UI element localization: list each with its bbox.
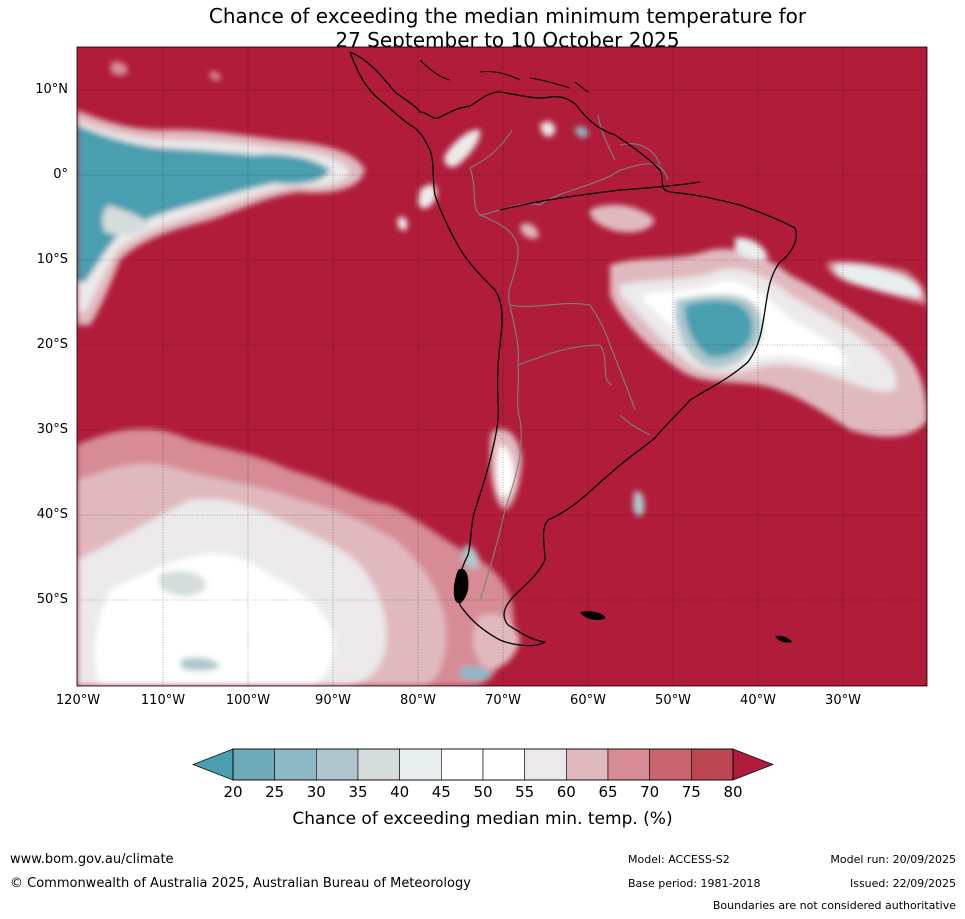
colorbar-tick: 75	[681, 783, 701, 801]
colorbar-tick: 25	[265, 783, 285, 801]
colorbar-segment	[524, 748, 567, 781]
falkland-islands	[580, 611, 606, 620]
south-pacific-anomaly-region	[77, 428, 520, 686]
lat-label-50s: 50°S	[36, 592, 68, 607]
colorbar-tick: 80	[723, 783, 743, 801]
small-anomaly-features	[110, 61, 655, 570]
lon-label-50w: 50°W	[655, 693, 691, 708]
colorbar	[192, 748, 774, 781]
colorbar-segment	[274, 748, 317, 781]
colorbar-tick: 55	[515, 783, 535, 801]
coastline	[349, 51, 797, 647]
brazil-atlantic-anomaly-region	[610, 237, 927, 437]
colorbar-low-arrow	[192, 748, 234, 781]
colorbar-segment	[441, 748, 484, 781]
colorbar-tick: 30	[306, 783, 326, 801]
copyright-notice: © Commonwealth of Australia 2025, Austra…	[10, 876, 471, 891]
lat-label-20s: 20°S	[36, 337, 68, 352]
lon-label-40w: 40°W	[740, 693, 776, 708]
lon-label-60w: 60°W	[570, 693, 606, 708]
colorbar-segment	[399, 748, 442, 781]
base-period: Base period: 1981-2018	[628, 877, 761, 890]
south-georgia-island	[775, 635, 792, 643]
colorbar-segment	[649, 748, 692, 781]
chile-archipelago	[453, 568, 469, 604]
colorbar-segment	[691, 748, 734, 781]
colorbar-tick: 20	[223, 783, 243, 801]
country-borders	[469, 114, 669, 601]
colorbar-segment	[607, 748, 650, 781]
boundaries-disclaimer: Boundaries are not considered authoritat…	[712, 899, 956, 912]
lat-label-10n: 10°N	[35, 82, 68, 97]
colorbar-segment	[232, 748, 275, 781]
colorbar-tick: 60	[556, 783, 576, 801]
issued-date: Issued: 22/09/2025	[849, 877, 956, 890]
colorbar-tick: 50	[473, 783, 493, 801]
website-link[interactable]: www.bom.gov.au/climate	[10, 852, 174, 867]
colorbar-tick: 65	[598, 783, 618, 801]
map-border	[76, 46, 928, 687]
model-run-date: Model run: 20/09/2025	[830, 853, 956, 866]
colorbar-tick: 70	[640, 783, 660, 801]
colorbar-segment	[357, 748, 400, 781]
lat-label-30s: 30°S	[36, 422, 68, 437]
map-frame	[77, 47, 927, 686]
colorbar-segments	[232, 748, 734, 781]
map-title-line1: Chance of exceeding the median minimum t…	[208, 4, 807, 28]
equatorial-pacific-anomaly-region	[77, 110, 365, 325]
lon-label-80w: 80°W	[400, 693, 436, 708]
lon-label-90w: 90°W	[315, 693, 351, 708]
lon-label-110w: 110°W	[140, 693, 186, 708]
lat-label-10s: 10°S	[36, 252, 68, 267]
graticule	[77, 47, 927, 686]
lon-label-120w: 120°W	[55, 693, 101, 708]
lon-label-70w: 70°W	[485, 693, 521, 708]
colorbar-tick: 45	[431, 783, 451, 801]
map-title: Chance of exceeding the median minimum t…	[0, 4, 965, 52]
lon-label-100w: 100°W	[225, 693, 271, 708]
colorbar-outline	[232, 748, 734, 781]
colorbar-segment	[566, 748, 609, 781]
colorbar-label: Chance of exceeding median min. temp. (%…	[292, 809, 673, 829]
model-name: Model: ACCESS-S2	[628, 853, 730, 866]
caribbean-coastline	[419, 59, 589, 93]
lat-label-40s: 40°S	[36, 507, 68, 522]
colorbar-segment	[482, 748, 525, 781]
lon-label-30w: 30°W	[825, 693, 861, 708]
colorbar-segment	[316, 748, 359, 781]
colorbar-high-arrow	[732, 748, 774, 781]
colorbar-tick: 40	[390, 783, 410, 801]
colorbar-tick: 35	[348, 783, 368, 801]
lat-label-equator: 0°	[53, 167, 68, 182]
amazon-river	[499, 181, 701, 211]
